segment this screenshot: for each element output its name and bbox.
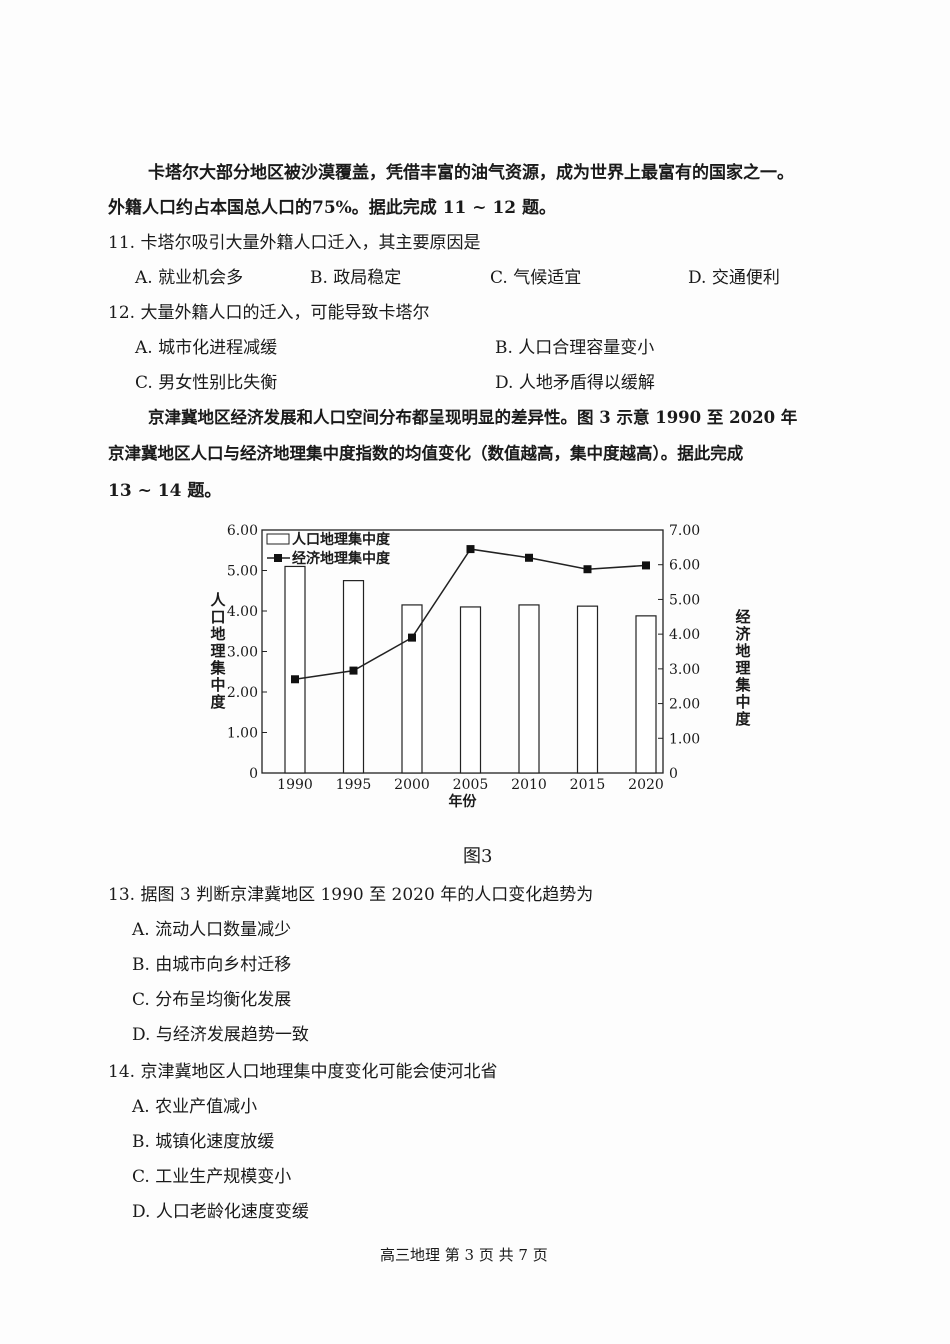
bar-2000 <box>401 604 423 774</box>
legend-line-marker <box>274 554 282 562</box>
left-axis-label-char: 度 <box>210 693 226 711</box>
option: B. 城镇化速度放缓 <box>132 1132 275 1152</box>
passage-text: 京津冀地区经济发展和人口空间分布都呈现明显的差异性。图 3 示意 1990 至 … <box>148 408 798 427</box>
bar-2015 <box>576 605 599 774</box>
left-axis-label-char: 人 <box>210 591 226 609</box>
option: A. 就业机会多 <box>135 268 244 288</box>
point-2005 <box>466 545 475 554</box>
legend-line-label: 经济地理集中度 <box>292 550 391 567</box>
left-tick-label: 1.00 <box>227 726 258 742</box>
legend-bar-label: 人口地理集中度 <box>292 531 391 548</box>
left-axis-label-char: 集 <box>209 659 226 677</box>
right-tick-label: 5.00 <box>669 592 700 608</box>
left-axis-label-char: 地 <box>210 625 225 643</box>
option: D. 人地矛盾得以缓解 <box>495 373 655 393</box>
left-tick-label: 6.00 <box>227 523 258 539</box>
option: C. 工业生产规模变小 <box>132 1167 292 1187</box>
right-axis-label-char: 度 <box>735 710 751 728</box>
x-tick-label: 2005 <box>453 777 489 793</box>
left-tick-label: 3.00 <box>227 645 258 661</box>
option: A. 流动人口数量减少 <box>132 920 292 940</box>
point-2010 <box>525 553 533 562</box>
x-tick-label: 2015 <box>570 777 606 793</box>
right-axis-label-char: 集 <box>734 676 751 694</box>
option: C. 男女性别比失衡 <box>135 373 278 393</box>
right-axis-label-char: 经 <box>735 608 750 626</box>
x-tick-label: 1990 <box>277 777 313 793</box>
right-axis-label-char: 理 <box>735 659 750 677</box>
bar-2020 <box>635 615 657 774</box>
bar-2010 <box>518 604 540 774</box>
point-2015 <box>583 565 592 574</box>
left-axis-label-char: 口 <box>210 608 225 626</box>
left-tick-label: 5.00 <box>227 564 258 580</box>
figure-3-chart: 0 1.00 2.00 3.00 4.00 5.00 6.00 0 1.00 2.00 3.00 4.… <box>209 523 751 810</box>
question-stem: 13. 据图 3 判断京津冀地区 1990 至 2020 年的人口变化趋势为 <box>108 885 594 905</box>
bar-1990 <box>284 565 306 774</box>
option: B. 政局稳定 <box>310 268 402 288</box>
passage-text: 13 ~ 14 题。 <box>108 481 222 501</box>
bar-2005 <box>459 606 482 774</box>
x-tick-label: 2000 <box>394 777 430 793</box>
option: A. 城市化进程减缓 <box>135 338 278 358</box>
right-axis-label-char: 中 <box>735 693 750 711</box>
right-tick-label: 4.00 <box>669 627 700 643</box>
x-tick-label: 1995 <box>336 777 372 793</box>
option: C. 分布呈均衡化发展 <box>132 990 292 1010</box>
x-tick-label: 2020 <box>628 777 664 793</box>
legend-bar-swatch <box>266 533 290 545</box>
point-2000 <box>408 633 416 642</box>
right-axis-label-char: 地 <box>735 642 750 660</box>
question-stem: 14. 京津冀地区人口地理集中度变化可能会使河北省 <box>108 1062 498 1082</box>
right-tick-label: 6.00 <box>669 558 700 574</box>
passage-text: 外籍人口约占本国总人口的75%。据此完成 11 ~ 12 题。 <box>108 198 557 218</box>
option: D. 交通便利 <box>688 268 780 288</box>
point-1995 <box>349 666 358 675</box>
figure-caption: 图3 <box>463 846 493 867</box>
x-tick-label: 2010 <box>511 777 547 793</box>
point-2020 <box>642 561 650 570</box>
page-footer: 高三地理 第 3 页 共 7 页 <box>380 1246 548 1264</box>
option: B. 由城市向乡村迁移 <box>132 955 292 975</box>
option: C. 气候适宜 <box>490 268 582 288</box>
option: D. 人口老龄化速度变缓 <box>132 1202 309 1222</box>
x-axis-label: 年份 <box>449 793 478 810</box>
passage-text: 京津冀地区人口与经济地理集中度指数的均值变化（数值越高，集中度越高）。据此完成 <box>108 444 744 463</box>
left-tick-label: 2.00 <box>227 685 258 701</box>
right-tick-label: 1.00 <box>669 731 700 747</box>
question-stem: 11. 卡塔尔吸引大量外籍人口迁入，其主要原因是 <box>108 233 481 253</box>
bar-1995 <box>342 580 365 774</box>
point-1990 <box>291 675 299 684</box>
option: A. 农业产值减小 <box>132 1097 258 1117</box>
question-stem: 12. 大量外籍人口的迁入，可能导致卡塔尔 <box>108 303 430 323</box>
left-axis-label-char: 中 <box>210 676 225 694</box>
option: B. 人口合理容量变小 <box>495 338 655 358</box>
right-tick-label: 2.00 <box>669 697 700 713</box>
right-axis-label-char: 济 <box>735 625 751 643</box>
option: D. 与经济发展趋势一致 <box>132 1025 309 1045</box>
left-tick-label: 0 <box>249 766 258 782</box>
passage-text: 卡塔尔大部分地区被沙漠覆盖，凭借丰富的油气资源，成为世界上最富有的国家之一。 <box>148 163 794 183</box>
left-tick-label: 4.00 <box>227 604 258 620</box>
left-axis-label-char: 理 <box>210 642 225 660</box>
right-tick-label: 3.00 <box>669 662 700 678</box>
right-tick-label: 0 <box>669 766 678 782</box>
right-tick-label: 7.00 <box>669 523 700 539</box>
